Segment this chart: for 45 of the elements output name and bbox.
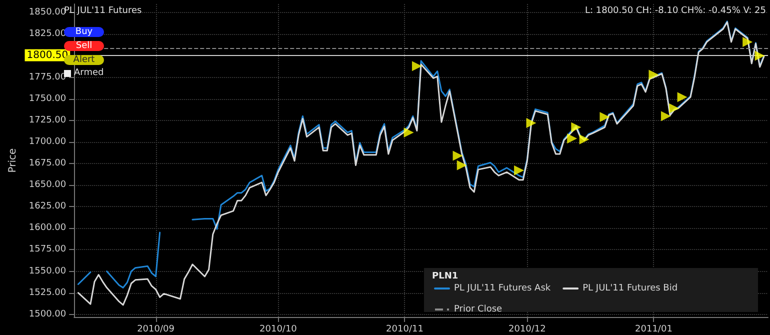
annotation: Armed — [74, 68, 104, 78]
y-tick-label: 1600.00 — [28, 223, 66, 234]
legend-label: PL JUL'11 Futures Ask — [454, 284, 552, 294]
chart-title: PL JUL'11 Futures — [64, 6, 142, 16]
point — [754, 50, 765, 61]
point — [404, 127, 414, 138]
y-tick-label: 1725.00 — [28, 115, 66, 126]
y-tick-label: 1750.00 — [28, 94, 66, 104]
button: Sell — [64, 41, 104, 51]
point — [669, 103, 680, 114]
x-tick-label: 2010/10 — [260, 324, 298, 334]
y-tick-label: 1650.00 — [28, 180, 66, 190]
y-tick-label: 1575.00 — [28, 244, 66, 255]
point — [677, 92, 688, 102]
point — [412, 61, 422, 72]
x-tick-label: 2010/12 — [508, 324, 546, 334]
button: Alert — [64, 55, 104, 65]
y-tick-label: 1525.00 — [28, 288, 66, 298]
y-tick-label: 1625.00 — [28, 202, 66, 212]
point — [514, 165, 524, 176]
legend-title: PLN1 — [432, 272, 458, 282]
y-axis-title: Price — [8, 148, 18, 173]
legend-label: Prior Close — [454, 304, 503, 314]
legend-label: PL JUL'11 Futures Bid — [582, 284, 678, 294]
point — [660, 111, 671, 122]
button: Buy — [64, 27, 104, 37]
point — [526, 118, 536, 128]
ref-line-label: 1800.50 — [26, 50, 68, 61]
point — [600, 112, 610, 122]
point — [456, 160, 467, 170]
point — [742, 36, 753, 47]
annotation: L: 1800.50 CH: -8.10 CH%: -0.45% V: 25 — [584, 6, 766, 16]
y-tick-label: 1675.00 — [28, 158, 66, 169]
point — [579, 134, 590, 144]
y-tick-label: 1550.00 — [28, 266, 66, 276]
y-tick-label: 1700.00 — [28, 136, 66, 147]
x-tick-label: 2010/09 — [137, 324, 175, 334]
y-tick-label: 1850.00 — [28, 8, 66, 18]
x-tick-label: 2010/11 — [386, 324, 424, 334]
x-tick-label: 2011/01 — [635, 324, 672, 334]
point — [567, 134, 578, 144]
point — [452, 150, 463, 161]
point — [648, 70, 659, 80]
y-tick-label: 1500.00 — [28, 309, 66, 320]
point — [571, 122, 582, 132]
